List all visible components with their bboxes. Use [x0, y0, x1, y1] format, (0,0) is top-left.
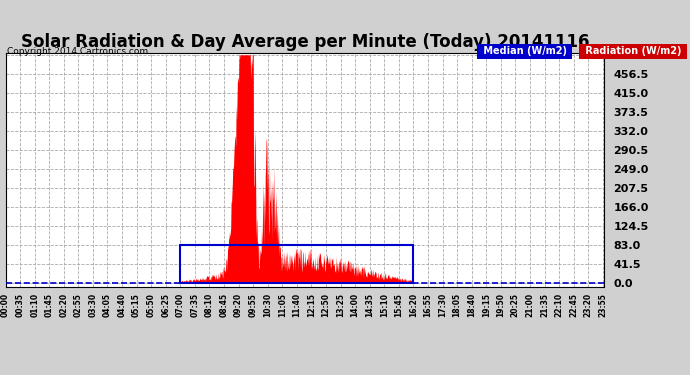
- Bar: [180, 245, 413, 283]
- Text: Copyright 2014 Cartronics.com: Copyright 2014 Cartronics.com: [7, 47, 148, 56]
- Text: Radiation (W/m2): Radiation (W/m2): [582, 46, 684, 56]
- Text: Median (W/m2): Median (W/m2): [480, 46, 570, 56]
- Title: Solar Radiation & Day Average per Minute (Today) 20141116: Solar Radiation & Day Average per Minute…: [21, 33, 589, 51]
